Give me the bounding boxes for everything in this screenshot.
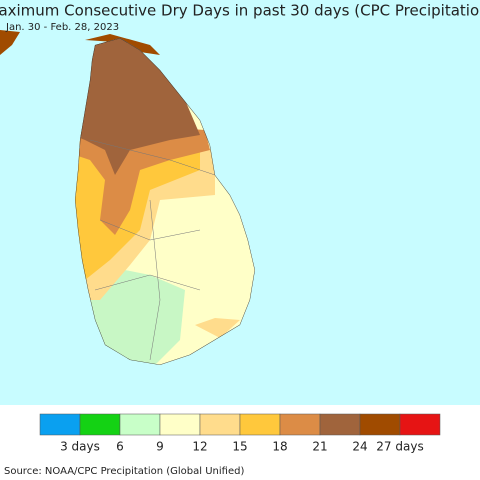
sea [0,0,480,405]
source: Source: NOAA/CPC Precipitation (Global U… [4,466,244,477]
legend-label: 15 [232,440,247,454]
legend-swatch [119,413,161,436]
legend-label: 27 days [376,440,423,454]
legend: 3 days 6 9 12 15 18 21 24 27 days [39,413,441,454]
india-coast [0,30,20,55]
legend-swatch [239,413,281,436]
legend-label: 18 [272,440,287,454]
legend-label: 12 [192,440,207,454]
title: Maximum Consecutive Dry Days in past 30 … [0,2,480,20]
legend-swatch [199,413,241,436]
legend-label: 6 [116,440,124,454]
legend-swatch [319,413,361,436]
legend-label: 3 days [60,440,100,454]
legend-label: 21 [312,440,327,454]
legend-swatch [279,413,321,436]
legend-swatch [159,413,201,436]
subtitle: Jan. 30 - Feb. 28, 2023 [5,22,119,33]
legend-label: 9 [156,440,164,454]
legend-swatch [359,413,401,436]
legend-swatch [39,413,81,436]
legend-swatch [79,413,121,436]
legend-swatch [399,413,441,436]
legend-label: 24 [352,440,367,454]
